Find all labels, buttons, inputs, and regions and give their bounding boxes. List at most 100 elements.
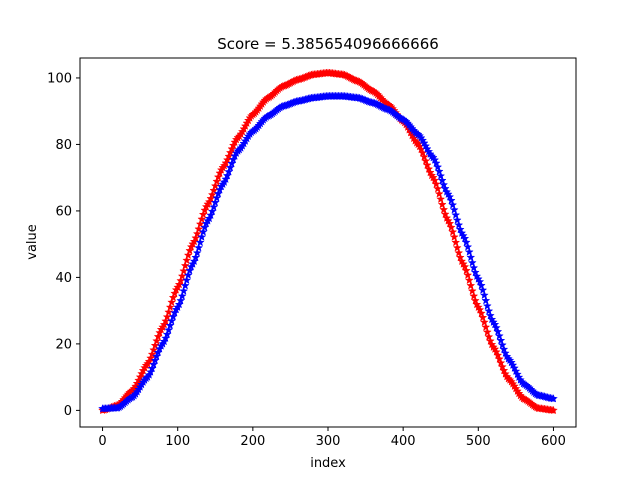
y-tick-label: 80 <box>55 138 72 153</box>
x-tick-label: 400 <box>391 434 416 449</box>
x-tick-label: 0 <box>98 434 106 449</box>
series-1-point <box>210 197 220 207</box>
x-axis-ticks: 0 100 200 300 400 500 600 <box>98 427 566 449</box>
series-0-point <box>182 255 192 265</box>
series-0-point <box>152 336 162 345</box>
series-1-point <box>482 301 492 310</box>
series-0-point <box>445 218 455 228</box>
series-1-point <box>451 210 461 219</box>
series-0-point <box>493 350 503 360</box>
series-1-point <box>464 247 474 256</box>
series-0-point <box>421 156 431 165</box>
series-0-point <box>479 317 489 327</box>
series-0-point <box>192 229 202 238</box>
series-0-point <box>485 336 495 345</box>
series-1-point <box>176 296 186 305</box>
series-1-point <box>461 237 471 247</box>
y-tick-label: 0 <box>64 404 72 419</box>
series-1-point <box>192 248 202 257</box>
series-1-point <box>179 286 189 295</box>
series-1-point <box>467 258 477 267</box>
series-1-point <box>484 306 494 315</box>
series-0-point <box>150 340 160 350</box>
series-0-point <box>437 199 447 209</box>
series-0-point <box>431 179 441 189</box>
series-0-point <box>467 286 477 295</box>
series-1-point <box>469 263 479 272</box>
series-1-point <box>455 224 465 234</box>
series-1-point <box>494 331 504 340</box>
series-1-point <box>165 320 175 330</box>
series-0-point <box>446 222 456 232</box>
series-1-point <box>167 316 177 325</box>
y-axis-ticks: 0 20 40 60 80 100 <box>47 71 80 419</box>
series-1-point <box>437 175 447 185</box>
series-0-point <box>419 152 429 161</box>
series-1-point <box>191 252 201 262</box>
series-1-point <box>452 215 462 225</box>
series-0-point <box>478 312 488 322</box>
y-tick-label: 40 <box>55 271 72 286</box>
series-1-point <box>448 200 458 209</box>
series-0-point <box>454 248 464 257</box>
series-0-point <box>451 237 461 247</box>
series-0-point <box>164 307 174 317</box>
series-1-point <box>164 325 174 334</box>
series-1-point <box>449 205 459 214</box>
series-0-point <box>469 291 479 300</box>
series-1-point <box>433 162 443 171</box>
series-1-point <box>454 220 464 229</box>
series-0-point <box>460 262 470 271</box>
series-0-point <box>422 160 432 169</box>
x-tick-label: 300 <box>316 434 341 449</box>
series-0-point <box>461 265 471 275</box>
x-axis-label: index <box>310 456 346 471</box>
series-0-point <box>452 243 462 252</box>
series-1 <box>98 91 558 413</box>
series-0-point <box>497 362 507 371</box>
y-tick-label: 20 <box>55 337 72 352</box>
series-1-point <box>198 227 208 236</box>
series-1-point <box>460 233 470 243</box>
series-0-point <box>548 405 558 415</box>
series-1-point <box>485 310 495 320</box>
series-1-point <box>446 195 456 205</box>
series-1-point <box>491 323 501 332</box>
series-0-point <box>207 190 217 199</box>
series-1-point <box>183 270 193 280</box>
y-axis-label: value <box>25 224 40 260</box>
series-1-point <box>479 290 489 300</box>
series-0-point <box>448 227 458 236</box>
series-0-point <box>434 189 444 198</box>
series-0-point <box>482 327 492 337</box>
x-tick-label: 200 <box>240 434 265 449</box>
series-0-point <box>430 175 440 185</box>
series-0-point <box>149 345 159 354</box>
x-tick-label: 100 <box>165 434 190 449</box>
series-1-point <box>434 166 444 176</box>
series-0-point <box>424 164 434 173</box>
series-0-point <box>466 281 476 290</box>
series-0-point <box>494 354 504 363</box>
series-1-point <box>481 295 491 305</box>
series-1-point <box>499 344 509 354</box>
series-0-point <box>212 176 222 186</box>
series-0-point <box>491 347 501 356</box>
y-tick-label: 60 <box>55 204 72 219</box>
series-1-point <box>497 340 507 349</box>
series-1-point <box>466 252 476 262</box>
series-0-point <box>183 250 193 260</box>
series-0-point <box>499 365 509 375</box>
series-1-point <box>182 275 192 285</box>
series-1-point <box>177 291 187 300</box>
plot-frame <box>79 57 577 428</box>
series-layer <box>98 68 558 415</box>
plot-background <box>80 58 576 427</box>
series-0-point <box>475 305 485 314</box>
series-0-point <box>496 358 506 367</box>
series-0-point <box>197 214 207 224</box>
series-1-point <box>197 232 207 241</box>
series-1-point <box>496 335 506 345</box>
series-0-point <box>463 270 473 280</box>
series-0-point <box>165 302 175 312</box>
